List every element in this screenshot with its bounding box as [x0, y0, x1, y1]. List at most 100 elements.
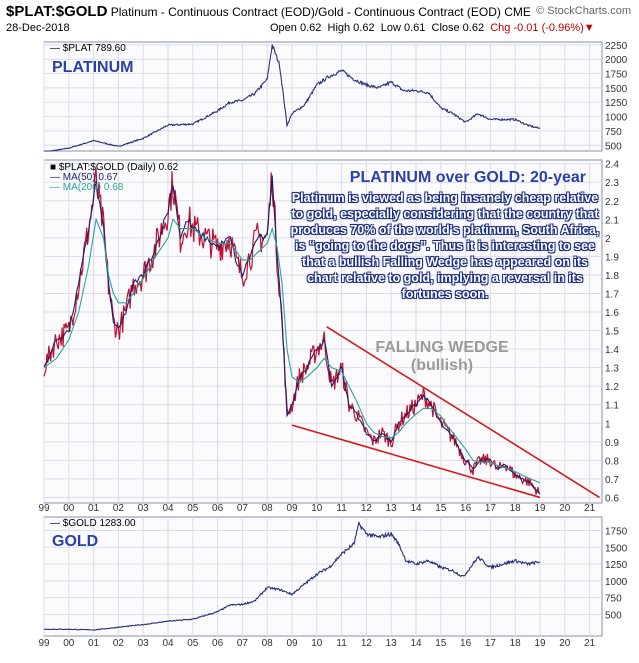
panel-title: GOLD — [52, 533, 98, 550]
panel-title: PLATINUM over GOLD: 20-year — [350, 169, 586, 186]
x-tick-label: 17 — [485, 503, 497, 514]
x-tick-label: 06 — [212, 638, 224, 649]
y-tick-label: 0.9 — [605, 438, 619, 449]
y-tick-label: 1.5 — [605, 327, 619, 338]
ma50-line — [43, 175, 541, 495]
open-value: Open 0.62 — [270, 22, 322, 34]
panel-title: PLATINUM — [52, 59, 133, 76]
ohlc-readout: Open 0.62 High 0.62 Low 0.61 Close 0.62 … — [270, 22, 595, 34]
x-tick-label: 14 — [410, 638, 422, 649]
x-tick-label: 16 — [460, 503, 472, 514]
close-value: Close 0.62 — [431, 22, 485, 34]
down-arrow-icon: ▼ — [583, 22, 595, 34]
x-tick-label: 09 — [286, 638, 298, 649]
y-tick-label: 1.6 — [605, 308, 619, 319]
x-tick-label: 00 — [63, 638, 75, 649]
x-tick-label: 04 — [162, 503, 174, 514]
x-tick-label: 02 — [113, 638, 125, 649]
x-tick-label: 10 — [311, 638, 323, 649]
high-value: High 0.62 — [327, 22, 375, 34]
x-tick-label: 00 — [63, 503, 75, 514]
panel-bottom: 500 750 1000 1250 1500 1750 99 00 01 02 03 04 05 06 07… — [38, 516, 628, 649]
panel-frame — [43, 159, 603, 504]
ma200-line — [43, 217, 541, 484]
x-tick-label: 20 — [559, 503, 571, 514]
change-value: Chg -0.01 (-0.96%) — [490, 22, 584, 34]
chart-date: 28-Dec-2018 — [6, 22, 70, 34]
x-tick-label: 08 — [262, 638, 274, 649]
low-value: Low 0.61 — [380, 22, 426, 34]
x-tick-label: 04 — [162, 638, 174, 649]
bottom-price-line — [43, 521, 541, 631]
x-tick-label: 06 — [212, 503, 224, 514]
x-tick-label: 12 — [361, 503, 373, 514]
y-tick-label: 2250 — [605, 41, 628, 52]
x-tick-label: 11 — [336, 638, 347, 649]
top-price-line — [44, 44, 541, 152]
x-tick-label: 19 — [534, 638, 546, 649]
x-tick-label: 18 — [510, 503, 522, 514]
brand[interactable]: © StockCharts.com — [536, 5, 631, 17]
y-tick-label: 1.2 — [605, 382, 619, 393]
x-tick-label: 10 — [311, 503, 323, 514]
x-tick-label: 21 — [584, 638, 596, 649]
y-tick-label: 1250 — [605, 560, 628, 571]
panel-top: 500 750 1000 1250 1500 1750 2000 2250 — $PLAT 78… — [43, 41, 628, 152]
commentary-text: Platinum is viewed as being insanely che… — [290, 191, 600, 301]
x-tick-label: 09 — [286, 503, 298, 514]
y-tick-label: 1.9 — [605, 252, 619, 263]
symbol: $PLAT:$GOLD — [6, 3, 108, 20]
x-tick-label: 21 — [584, 503, 596, 514]
x-tick-label: 08 — [262, 503, 274, 514]
legend-ratio: ■ $PLAT:$GOLD (Daily) 0.62 — [50, 162, 179, 173]
wedge-upper-line — [326, 326, 600, 499]
x-tick-label: 99 — [38, 638, 50, 649]
y-tick-label: 1.4 — [605, 345, 619, 356]
x-tick-label: 11 — [336, 503, 347, 514]
y-tick-label: 1000 — [605, 577, 628, 588]
x-tick-label: 01 — [88, 503, 100, 514]
x-tick-label: 02 — [113, 503, 125, 514]
panel-frame — [43, 516, 603, 637]
y-tick-label: 2000 — [605, 55, 628, 66]
exchange: CME — [504, 5, 531, 19]
x-tick-label: 07 — [237, 638, 249, 649]
x-tick-label: 20 — [559, 638, 571, 649]
y-tick-label: 1500 — [605, 543, 628, 554]
y-tick-label: 1.1 — [605, 401, 619, 412]
y-tick-label: 500 — [605, 610, 622, 621]
x-tick-label: 16 — [460, 638, 472, 649]
y-tick-label: 1750 — [605, 526, 628, 537]
x-tick-label: 14 — [410, 503, 422, 514]
y-tick-label: 1000 — [605, 113, 628, 124]
y-tick-label: 0.7 — [605, 475, 619, 486]
y-tick-label: 0.6 — [605, 493, 619, 504]
x-tick-label: 15 — [435, 503, 447, 514]
y-tick-label: 2 — [605, 234, 611, 245]
x-tick-label: 03 — [138, 503, 150, 514]
panel-middle: 0.6 0.7 0.8 0.9 1 1.1 1.2 1.3 1.4 1.5 1.6 1.7 1.8 1.9… — [38, 159, 619, 514]
x-tick-label: 03 — [138, 638, 150, 649]
y-tick-label: 2.3 — [605, 178, 619, 189]
y-tick-label: 2.4 — [605, 160, 619, 171]
x-tick-label: 12 — [361, 638, 373, 649]
x-tick-label: 05 — [187, 638, 199, 649]
symbol-description: Platinum - Continuous Contract (EOD)/Gol… — [110, 5, 501, 19]
x-tick-label: 19 — [534, 503, 546, 514]
y-tick-label: 0.8 — [605, 456, 619, 467]
x-tick-label: 18 — [510, 638, 522, 649]
y-tick-label: 1250 — [605, 98, 628, 109]
legend-top: — $PLAT 789.60 — [50, 43, 126, 54]
y-tick-label: 750 — [605, 127, 622, 138]
chart-header: $PLAT:$GOLD Platinum - Continuous Contra… — [0, 0, 639, 42]
panel-frame — [43, 41, 603, 152]
wedge-sub-label: (bullish) — [411, 357, 473, 374]
x-tick-label: 05 — [187, 503, 199, 514]
legend-bottom: — $GOLD 1283.00 — [50, 518, 136, 529]
y-tick-label: 1.3 — [605, 364, 619, 375]
y-tick-label: 1.8 — [605, 271, 619, 282]
x-tick-label: 07 — [237, 503, 249, 514]
x-tick-label: 99 — [38, 503, 50, 514]
y-tick-label: 2.1 — [605, 215, 619, 226]
